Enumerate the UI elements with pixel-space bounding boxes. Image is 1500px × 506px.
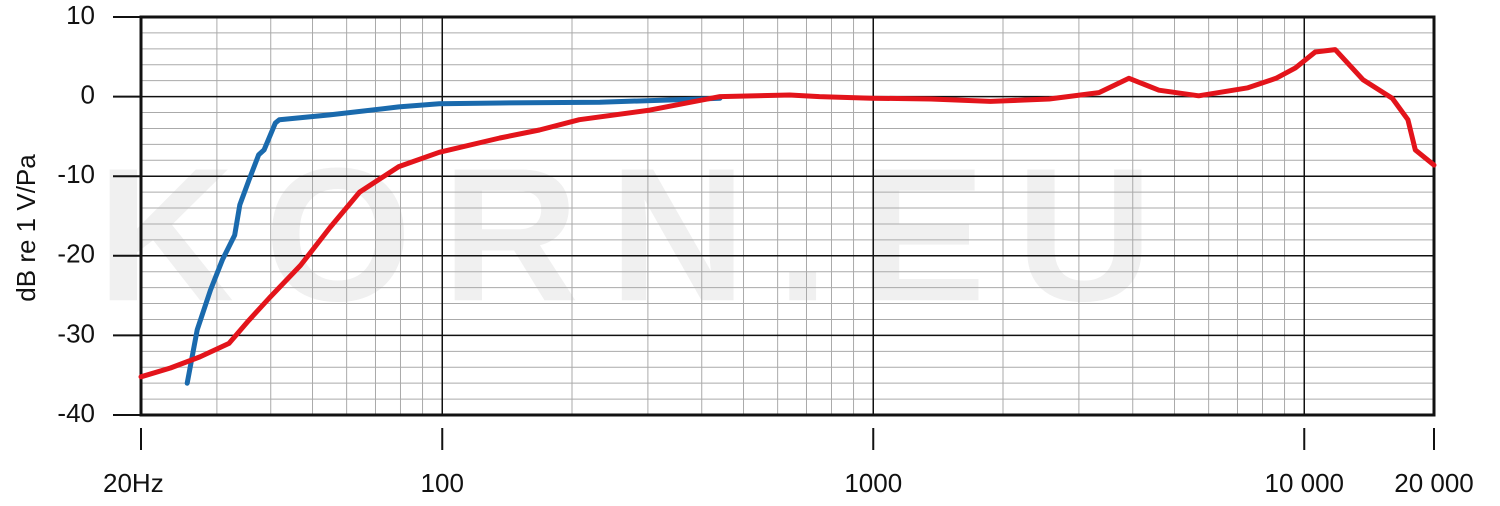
plot-frame bbox=[139, 15, 1436, 417]
y-tick-label: 10 bbox=[66, 0, 95, 30]
series-line bbox=[138, 47, 1437, 380]
x-tick-label: 20 000 bbox=[1394, 468, 1474, 498]
y-tick-label: -10 bbox=[57, 159, 95, 189]
y-axis-label: dB re 1 V/Pa bbox=[11, 154, 41, 302]
watermark: KORN.EU bbox=[97, 129, 1183, 341]
y-tick-label: 0 bbox=[81, 79, 95, 109]
y-tick-label: -20 bbox=[57, 239, 95, 269]
y-tick-label: -30 bbox=[57, 318, 95, 348]
x-tick-label: 1000 bbox=[844, 468, 902, 498]
y-tick-label: -40 bbox=[57, 398, 95, 428]
x-tick-label: 100 bbox=[421, 468, 464, 498]
x-tick-label: 10 000 bbox=[1264, 468, 1344, 498]
series-line bbox=[184, 95, 723, 386]
x-tick-label: 20Hz bbox=[103, 468, 164, 498]
